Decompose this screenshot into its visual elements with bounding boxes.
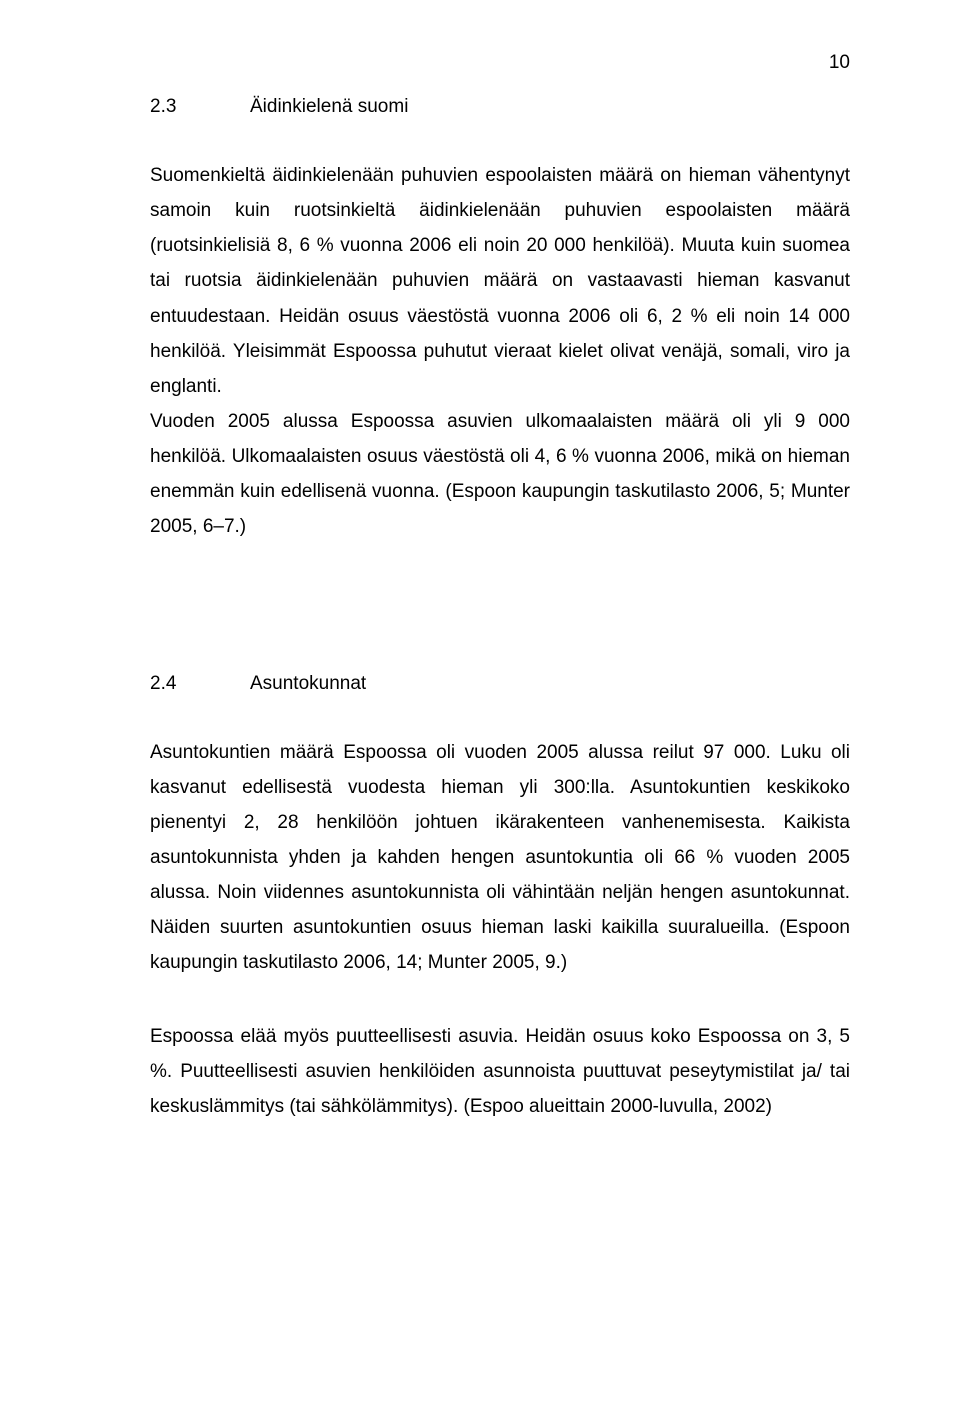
section-heading-2-4: 2.4Asuntokunnat — [150, 673, 850, 695]
section-title: Asuntokunnat — [250, 673, 366, 694]
section-heading-2-3: 2.3Äidinkielenä suomi — [150, 96, 850, 118]
section-number: 2.3 — [150, 96, 250, 118]
document-page: 10 2.3Äidinkielenä suomi Suomenkieltä äi… — [0, 0, 960, 1405]
section-gap — [150, 583, 850, 673]
paragraph: Suomenkieltä äidinkielenään puhuvien esp… — [150, 158, 850, 404]
page-number: 10 — [829, 52, 850, 74]
document-content: 2.3Äidinkielenä suomi Suomenkieltä äidin… — [150, 96, 850, 1124]
paragraph: Asuntokuntien määrä Espoossa oli vuoden … — [150, 735, 850, 981]
paragraph: Espoossa elää myös puutteellisesti asuvi… — [150, 1019, 850, 1124]
paragraph: Vuoden 2005 alussa Espoossa asuvien ulko… — [150, 404, 850, 545]
section-title: Äidinkielenä suomi — [250, 96, 408, 117]
section-number: 2.4 — [150, 673, 250, 695]
